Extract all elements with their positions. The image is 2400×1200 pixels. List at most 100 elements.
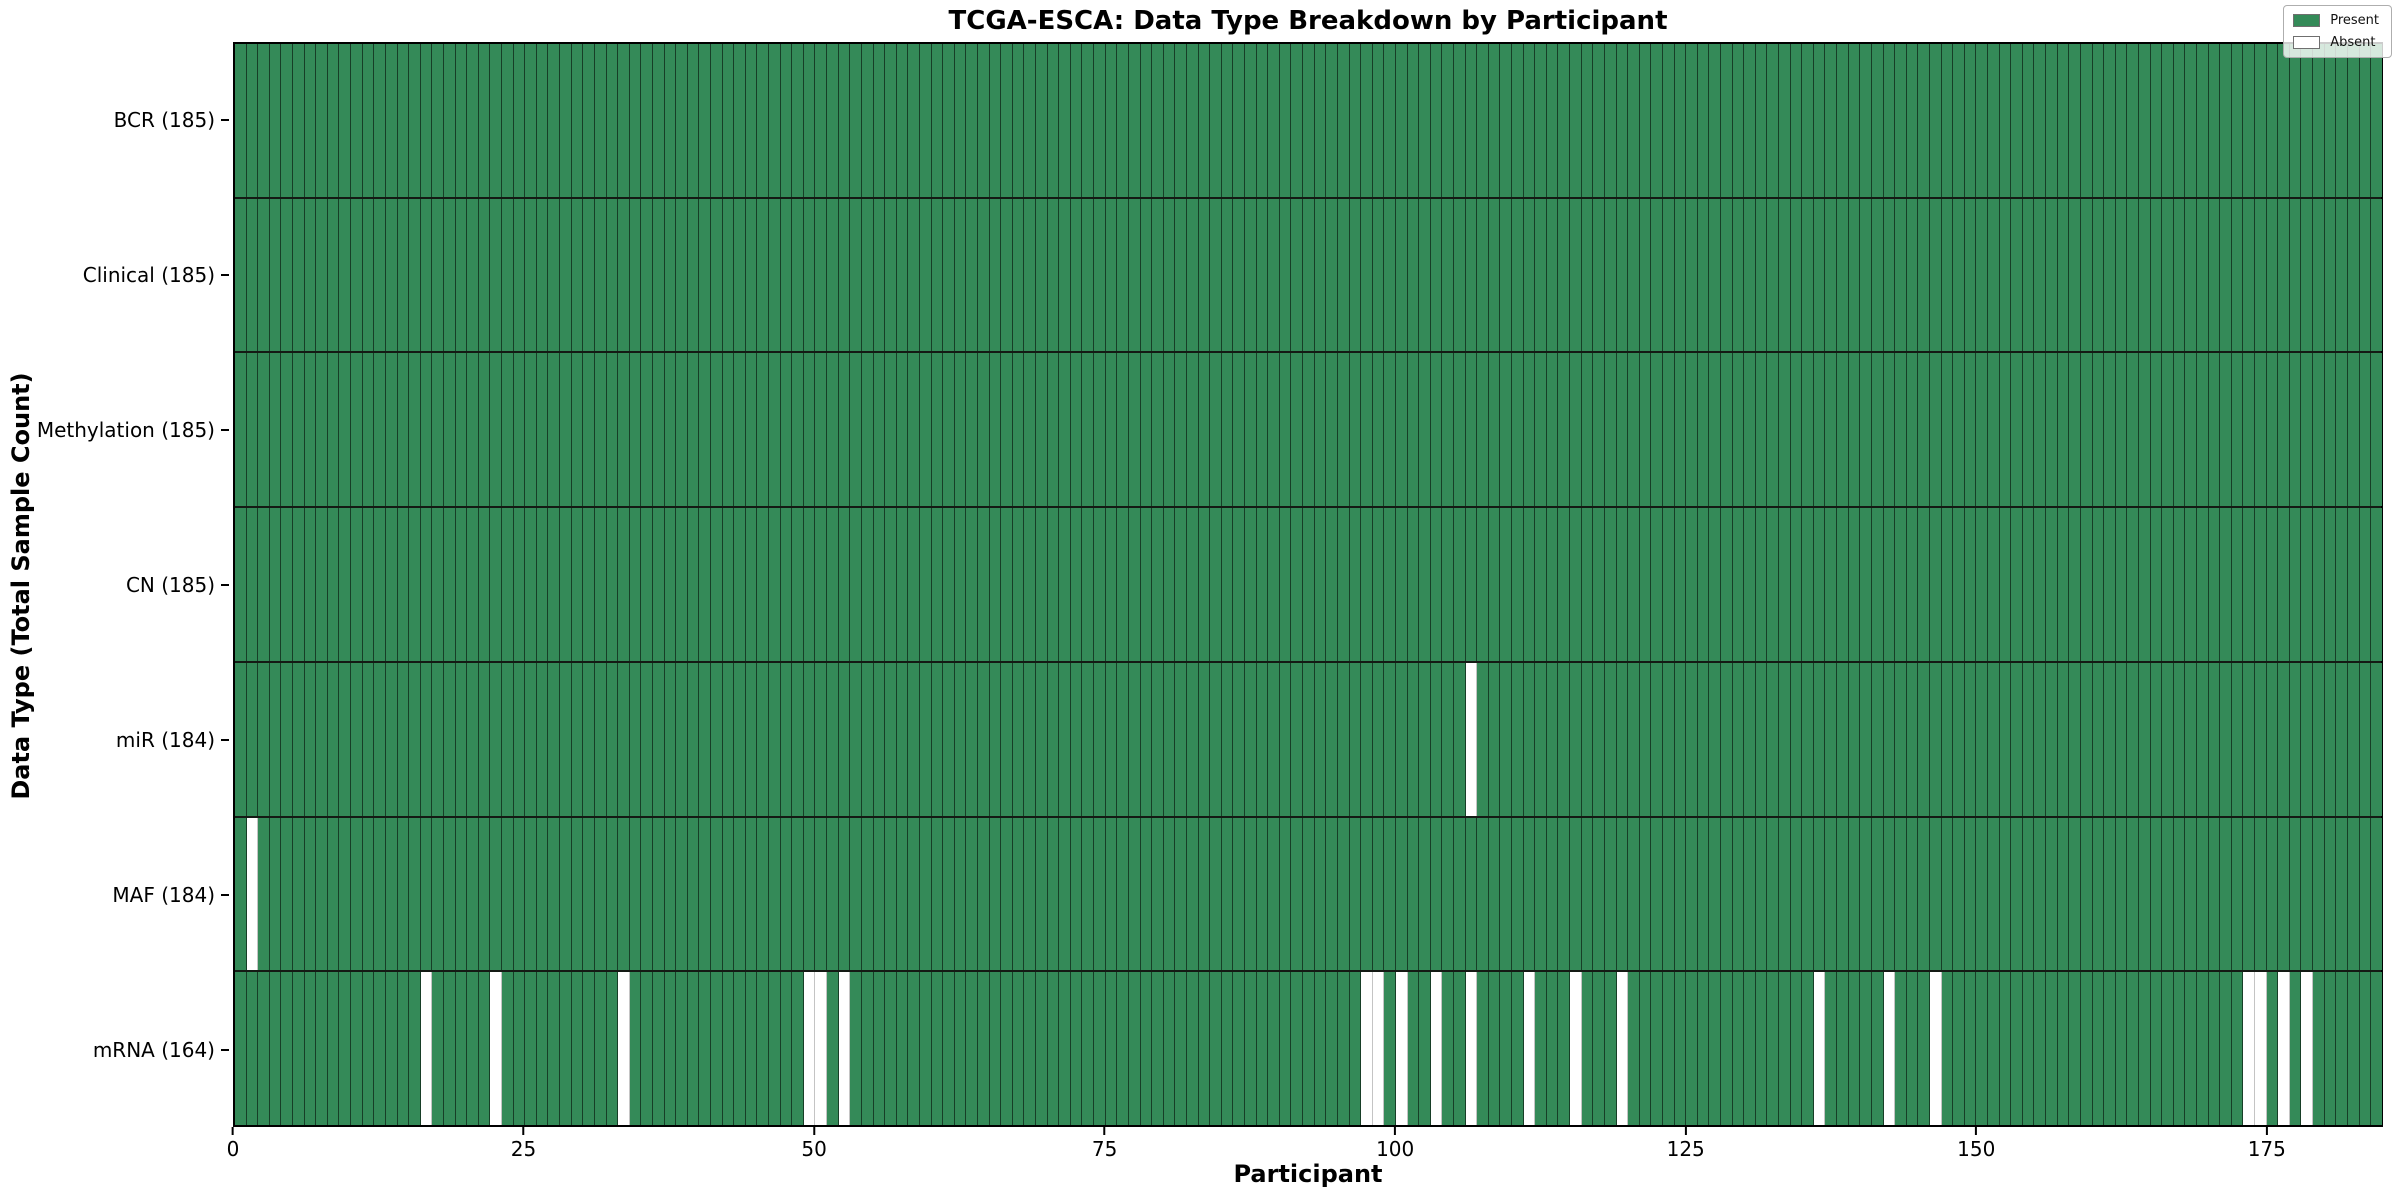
heatmap-cell — [1767, 662, 1780, 816]
heatmap-cell — [1802, 817, 1814, 971]
heatmap-cell — [664, 662, 677, 816]
heatmap-cell — [710, 44, 723, 197]
heatmap-cell — [467, 972, 479, 1126]
heatmap-cell — [1163, 508, 1176, 661]
heatmap-cell — [1245, 198, 1257, 352]
heatmap-cell — [409, 353, 421, 507]
heatmap-cell — [1628, 972, 1640, 1126]
heatmap-cell — [1303, 662, 1315, 816]
heatmap-cell — [2301, 508, 2314, 661]
heatmap-cell — [2162, 972, 2174, 1126]
heatmap-cell — [1709, 353, 1721, 507]
heatmap-cell — [443, 508, 456, 661]
heatmap-cell — [734, 198, 746, 352]
heatmap-cell — [629, 817, 642, 971]
heatmap-cell — [258, 662, 270, 816]
x-tick-25: 25 — [511, 1127, 536, 1161]
heatmap-cell — [2138, 353, 2151, 507]
heatmap-cell — [1732, 662, 1745, 816]
x-tick-mark — [1394, 1127, 1397, 1135]
y-tick-maf: MAF (184) — [112, 883, 229, 907]
heatmap-cell — [1047, 508, 1060, 661]
heatmap-cell — [1871, 198, 1884, 352]
heatmap-cell — [432, 198, 444, 352]
heatmap-cell — [2220, 44, 2232, 197]
heatmap-cell — [1198, 662, 1211, 816]
heatmap-cell — [1790, 198, 1803, 352]
heatmap-cell — [1732, 353, 1745, 507]
heatmap-cell — [443, 817, 456, 971]
heatmap-cell — [908, 198, 920, 352]
heatmap-cell — [2266, 508, 2279, 661]
heatmap-cell — [351, 817, 363, 971]
heatmap-cell — [1697, 353, 1710, 507]
heatmap-cell — [327, 817, 340, 971]
heatmap-cell — [1616, 44, 1629, 197]
heatmap-cell — [978, 508, 990, 661]
heatmap-cell — [513, 508, 526, 661]
heatmap-cell — [954, 44, 967, 197]
heatmap-cell — [1291, 817, 1304, 971]
heatmap-cell — [2092, 508, 2105, 661]
heatmap-cell — [1186, 508, 1199, 661]
x-axis-label: Participant — [1233, 1160, 1383, 1188]
heatmap-cell — [1918, 508, 1930, 661]
heatmap-cell — [1372, 44, 1385, 197]
heatmap-cell — [1245, 817, 1257, 971]
heatmap-cell — [2231, 44, 2244, 197]
heatmap-cell — [246, 972, 259, 1126]
heatmap-cell — [873, 972, 886, 1126]
heatmap-cell — [676, 662, 688, 816]
heatmap-cell — [2022, 44, 2035, 197]
heatmap-cell — [2278, 44, 2290, 197]
heatmap-cell — [896, 508, 909, 661]
heatmap-cell — [861, 972, 874, 1126]
heatmap-cell — [1175, 662, 1187, 816]
heatmap-cell — [722, 972, 735, 1126]
heatmap-cell — [281, 662, 294, 816]
heatmap-cell — [1837, 817, 1849, 971]
heatmap-cell — [2278, 198, 2290, 352]
heatmap-cell — [1465, 508, 1478, 661]
heatmap-cell — [1036, 662, 1048, 816]
heatmap-cell — [2150, 353, 2163, 507]
heatmap-cell — [1721, 198, 1733, 352]
heatmap-cell — [281, 353, 294, 507]
heatmap-cell — [2266, 662, 2279, 816]
heatmap-cell — [1616, 353, 1629, 507]
heatmap-cell — [1581, 972, 1594, 1126]
x-tick-label: 25 — [510, 1137, 537, 1161]
heatmap-cell — [2173, 817, 2186, 971]
heatmap-cell — [269, 972, 282, 1126]
heatmap-cell — [2104, 662, 2116, 816]
heatmap-cell — [1059, 817, 1071, 971]
heatmap-cell — [2034, 353, 2047, 507]
heatmap-cell — [1581, 353, 1594, 507]
heatmap-cell — [583, 972, 595, 1126]
heatmap-cell — [571, 353, 584, 507]
heatmap-cell — [873, 44, 886, 197]
heatmap-cell — [954, 662, 967, 816]
heatmap-cell — [2185, 198, 2197, 352]
heatmap-cell — [2196, 44, 2209, 197]
heatmap-cell — [525, 508, 537, 661]
heatmap-cell — [1639, 508, 1652, 661]
heatmap-cell — [1105, 972, 1118, 1126]
heatmap-cell — [966, 972, 978, 1126]
heatmap-cell — [2150, 662, 2163, 816]
heatmap-cell — [1407, 198, 1420, 352]
heatmap-cell — [258, 44, 270, 197]
heatmap-cell — [385, 44, 398, 197]
heatmap-cell — [989, 198, 1002, 352]
heatmap-cell — [2255, 662, 2267, 816]
heatmap-cell — [943, 508, 955, 661]
heatmap-cell — [780, 508, 793, 661]
heatmap-cell — [2359, 198, 2372, 352]
heatmap-cell — [548, 972, 561, 1126]
heatmap-cell — [1848, 817, 1861, 971]
heatmap-cell — [908, 662, 920, 816]
y-tick-label: Clinical (185) — [82, 262, 215, 287]
heatmap-cell — [1709, 44, 1721, 197]
heatmap-cell — [2057, 508, 2070, 661]
heatmap-cell — [258, 353, 270, 507]
